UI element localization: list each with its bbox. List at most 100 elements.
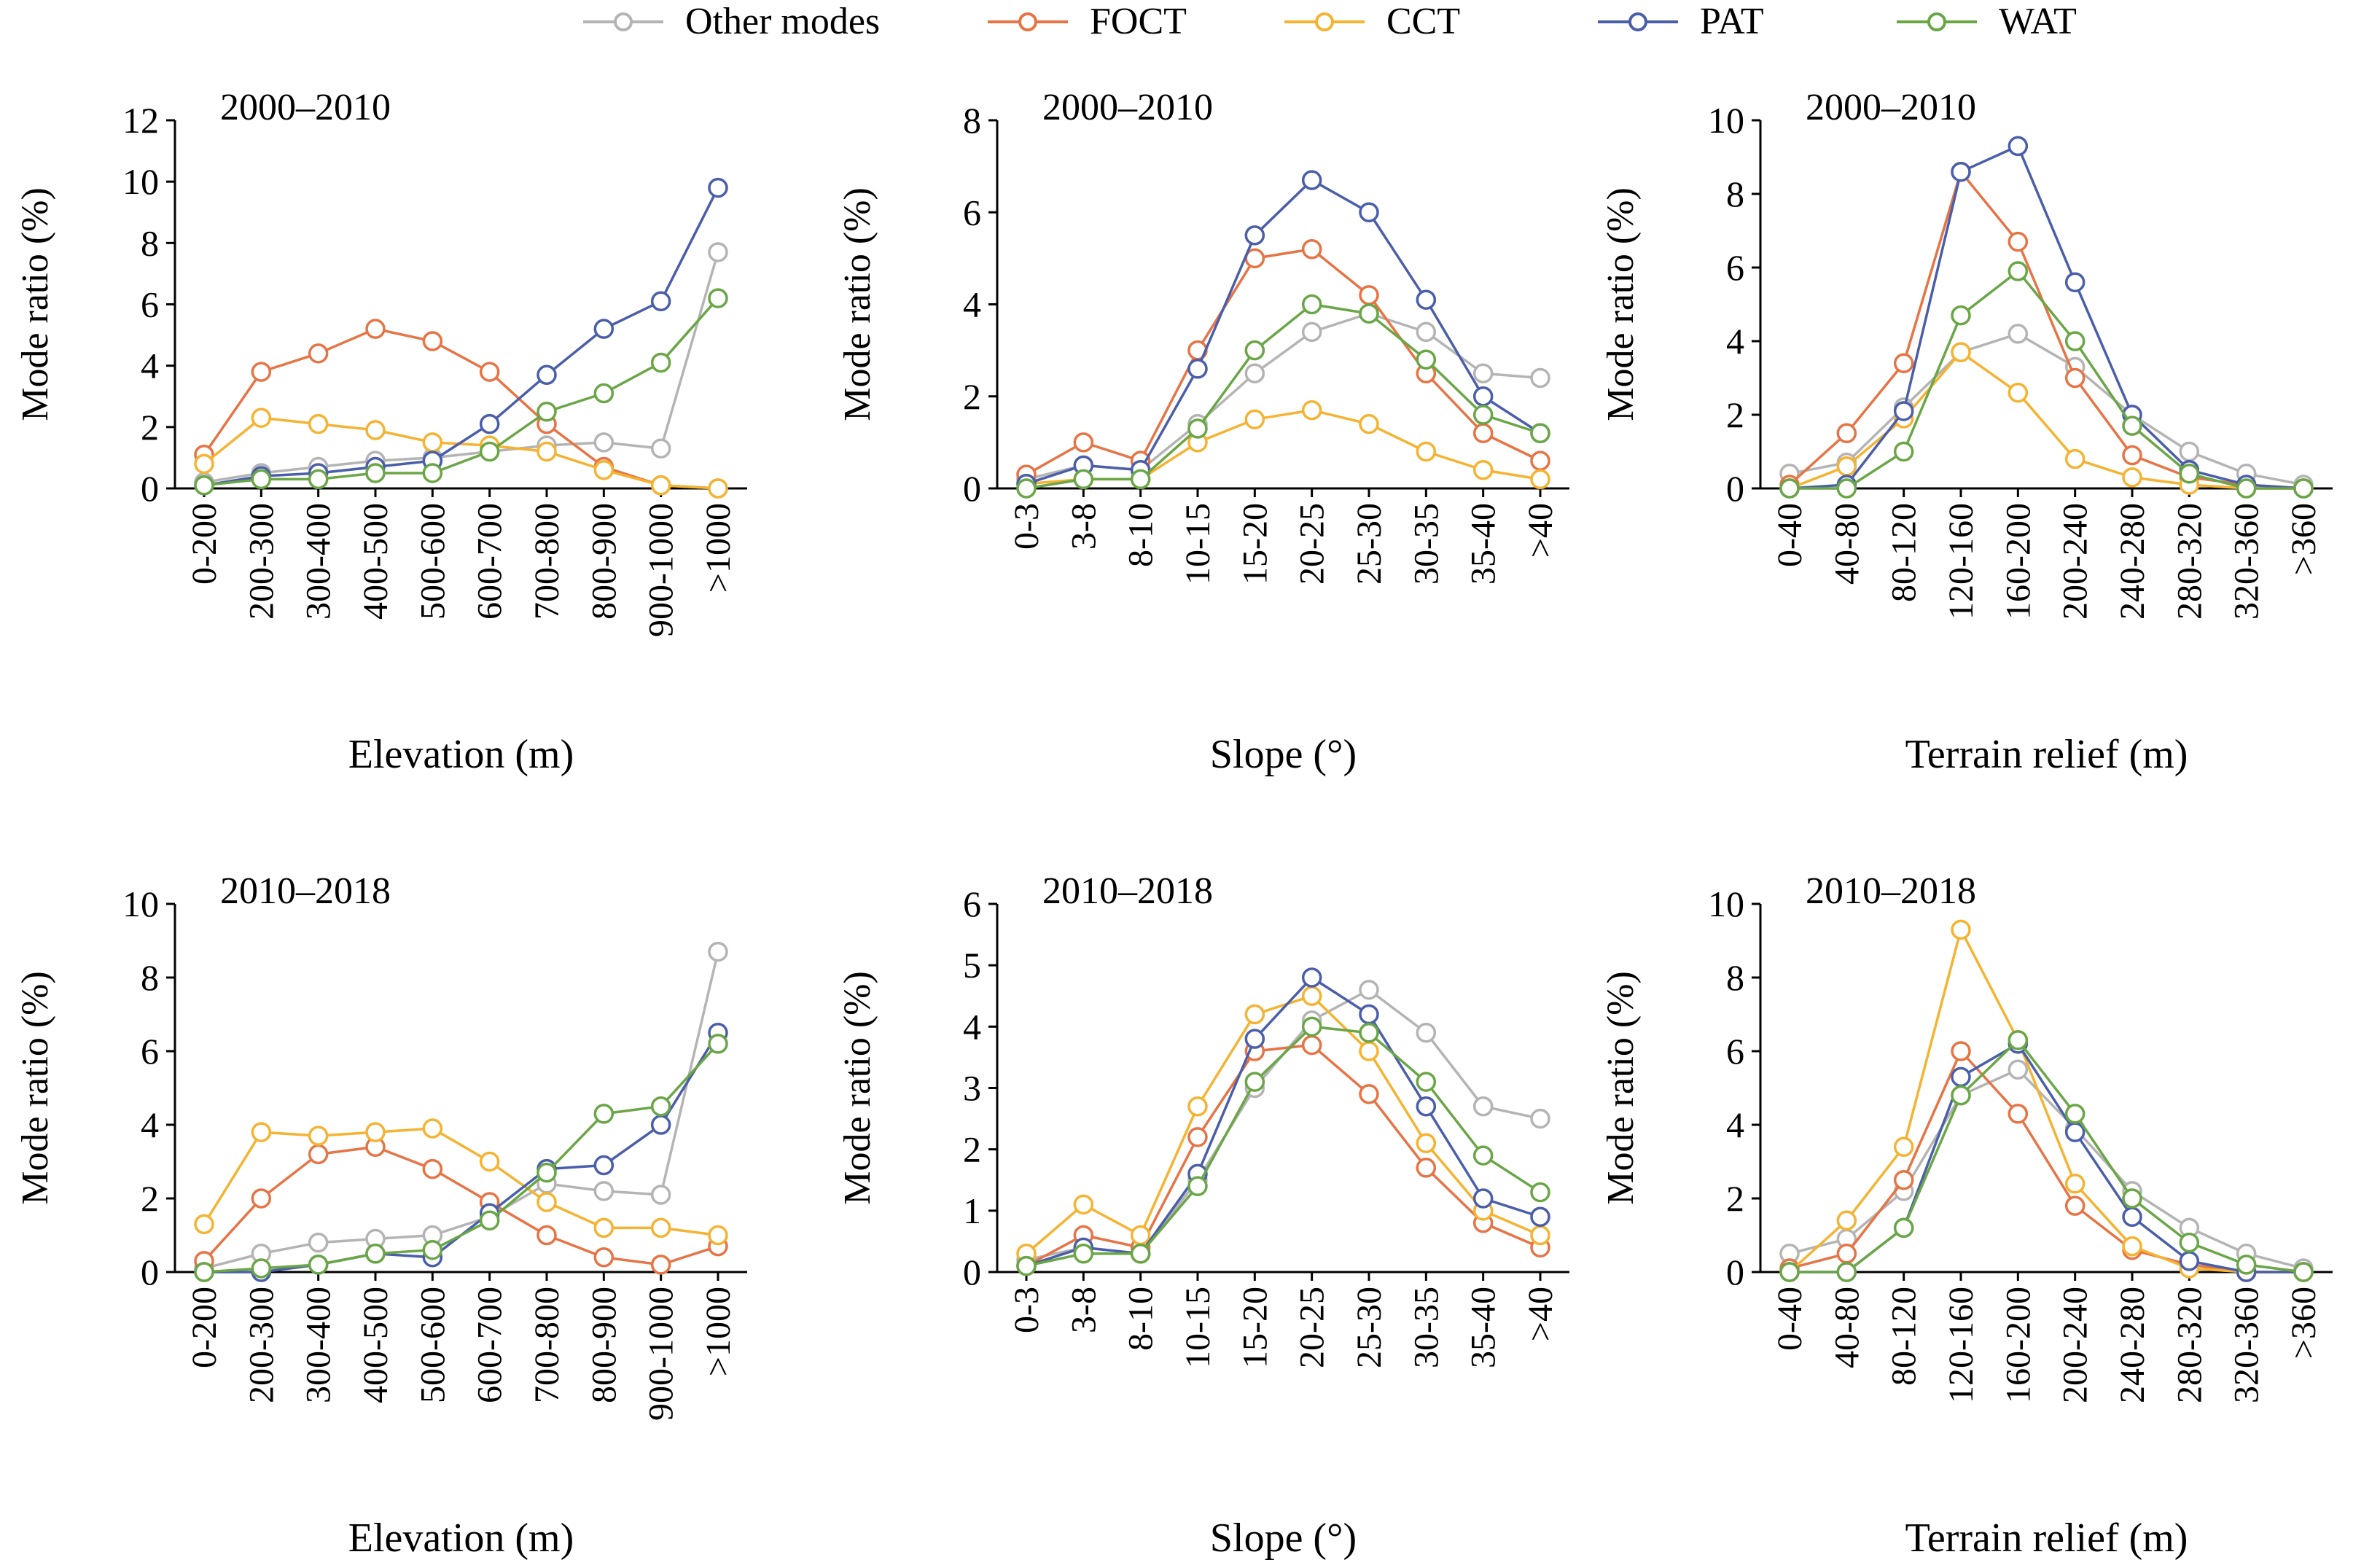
series-wat [1779, 261, 2314, 499]
data-point [1359, 202, 1379, 222]
data-point [1836, 456, 1857, 477]
x-tick-label: 500-600 [413, 1287, 452, 1403]
data-point [2064, 331, 2086, 351]
data-point [251, 362, 272, 382]
y-tick-label: 0 [1726, 468, 1744, 509]
data-point [251, 469, 272, 490]
x-tick-label: 35-40 [1464, 503, 1503, 585]
series-line [1026, 178, 1541, 485]
data-point [1301, 986, 1322, 1006]
x-tick-label: 240-280 [2113, 1287, 2152, 1403]
x-tick-label: 160-200 [1999, 503, 2037, 620]
data-point [1244, 225, 1265, 246]
data-point [593, 1181, 614, 1201]
y-tick-label: 8 [141, 222, 159, 263]
data-point [1359, 413, 1379, 434]
data-point [1359, 1084, 1379, 1104]
y-tick-label: 6 [141, 1031, 159, 1072]
series-line [1788, 926, 2303, 1273]
data-point [2008, 136, 2029, 157]
x-tick-label: 3-8 [1064, 503, 1103, 550]
data-point [2008, 382, 2029, 403]
data-point [1416, 289, 1437, 310]
x-tick-label: >40 [1521, 503, 1560, 558]
series-cct [194, 407, 728, 499]
legend: Other modes FOCT CCT PAT WAT [583, 1, 2077, 42]
data-point [1359, 980, 1379, 1000]
data-point [194, 453, 214, 475]
y-tick-label: 8 [1726, 957, 1744, 998]
data-point [194, 475, 214, 496]
data-point [365, 1122, 386, 1142]
x-tick-label: 600-700 [471, 1287, 510, 1403]
data-point [251, 1188, 272, 1209]
x-tick-label: 0-3 [1007, 1287, 1046, 1333]
data-point [2122, 467, 2142, 488]
x-tick-label: 15-20 [1236, 1287, 1274, 1368]
data-point [593, 319, 614, 339]
series-wat [1016, 1016, 1550, 1276]
series-other-modes [1016, 980, 1550, 1270]
series-line [1026, 408, 1541, 485]
x-tick-label: 900-1000 [642, 503, 681, 637]
data-point [1130, 1225, 1151, 1246]
data-point [1530, 423, 1550, 443]
x-tick-label: 40-80 [1827, 1287, 1866, 1368]
data-point [1187, 1127, 1208, 1147]
series-pat [1779, 136, 2314, 499]
data-point [650, 1185, 671, 1205]
data-point [2179, 441, 2200, 462]
data-point [1893, 401, 1914, 421]
data-point [650, 438, 671, 459]
data-point [365, 319, 386, 339]
y-tick-label: 4 [141, 1104, 159, 1145]
data-point [1301, 1016, 1322, 1037]
data-point [422, 1158, 443, 1179]
data-point [1187, 359, 1208, 379]
series-line [1788, 169, 2304, 490]
legend-label: PAT [1700, 1, 1764, 42]
data-point [2236, 1255, 2257, 1275]
x-axis-label: Slope (°) [1210, 732, 1357, 777]
data-point [1530, 450, 1550, 471]
y-tick-label: 4 [963, 284, 981, 325]
data-point [537, 1192, 557, 1212]
data-point [1359, 1041, 1379, 1061]
data-point [593, 1247, 614, 1268]
data-point [308, 413, 329, 434]
data-point [251, 1122, 272, 1142]
data-point [1472, 460, 1494, 480]
data-point [1893, 353, 1914, 374]
legend-entry-pat: PAT [1598, 1, 1764, 42]
chart-panel: 0 1 2 3 4 5 6 0-3 3-8 8-10 10-15 15-20 20-25 25-30 30-… [837, 870, 1569, 1561]
data-point [251, 407, 272, 428]
data-point [422, 1118, 443, 1139]
legend-entry-wat: WAT [1897, 1, 2077, 42]
y-tick-label: 6 [963, 884, 981, 924]
chart-panel: 0 2 4 6 8 10 0-200 200-300 300-400 400-500 500-600… [15, 870, 747, 1561]
data-point [1472, 386, 1494, 407]
data-point [479, 1210, 500, 1231]
data-point [1951, 305, 1971, 326]
x-tick-label: 20-25 [1293, 503, 1332, 585]
legend-entry-cct: CCT [1284, 1, 1460, 42]
y-tick-label: 3 [963, 1068, 981, 1109]
data-point [1301, 399, 1322, 421]
series-cct [194, 1118, 728, 1246]
y-axis-label: Mode ratio (%) [15, 187, 56, 421]
series-line [203, 951, 719, 1270]
series-line [1025, 994, 1541, 1255]
x-tick-label: >360 [2285, 503, 2323, 575]
x-tick-label: >40 [1521, 1287, 1560, 1341]
data-point [308, 1144, 329, 1165]
series-line [1789, 1068, 2304, 1270]
y-tick-label: 12 [122, 100, 159, 141]
data-point [1472, 1188, 1494, 1209]
y-tick-label: 2 [963, 376, 981, 417]
x-tick-label: 200-300 [242, 1287, 281, 1403]
data-point [194, 1214, 214, 1235]
x-tick-label: 400-500 [356, 503, 395, 620]
data-point [2064, 1122, 2086, 1142]
x-tick-label: 700-800 [528, 503, 566, 620]
